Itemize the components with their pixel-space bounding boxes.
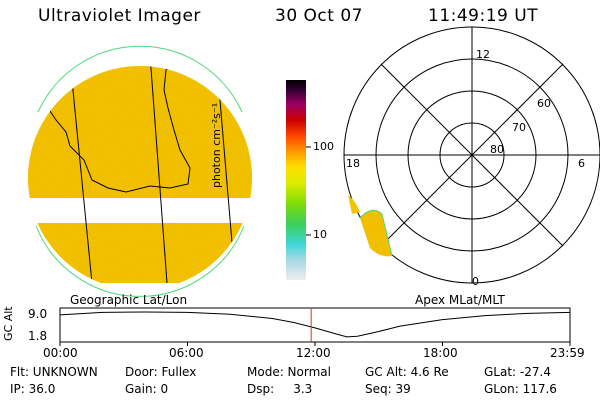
colorbar-label-100: 100: [313, 140, 334, 153]
polar-mlt-12: 12: [476, 48, 490, 61]
polar-lat-70: 70: [512, 121, 526, 134]
altitude-ylabel: GC Alt: [2, 306, 15, 341]
altitude-ytick-9: 9.0: [28, 307, 48, 321]
polar-lat-60: 60: [537, 97, 551, 110]
xtick-06: 06:00: [169, 346, 204, 360]
info-ip: IP: 36.0: [10, 382, 56, 396]
polar-lat-80: 80: [490, 143, 504, 156]
xtick-2359: 23:59: [550, 346, 585, 360]
time-label: 11:49:19 UT: [428, 6, 539, 26]
colorbar-label-10: 10: [313, 228, 327, 241]
altitude-strip-frame: [59, 307, 571, 343]
polar-auroral-image: [348, 195, 393, 257]
polar-caption: Apex MLat/MLT: [415, 293, 505, 307]
left-panel-caption: Geographic Lat/Lon: [70, 293, 188, 307]
xtick-18: 18:00: [423, 346, 458, 360]
date-label: 30 Oct 07: [275, 6, 363, 26]
info-glat: GLat: -27.4: [484, 365, 551, 379]
info-mode: Mode: Normal: [247, 365, 331, 379]
polar-mlt-6: 6: [578, 157, 585, 170]
info-flight: Flt: UNKNOWN: [10, 365, 98, 379]
info-gc-alt: GC Alt: 4.6 Re: [365, 365, 449, 379]
colorbar-axis-label: photon cm⁻²s⁻¹: [210, 102, 223, 188]
polar-grid: [343, 26, 600, 284]
xtick-00: 00:00: [43, 346, 78, 360]
altitude-ytick-1-8: 1.8: [28, 329, 48, 343]
polar-mlt-18: 18: [346, 157, 360, 170]
info-gain: Gain: 0: [125, 382, 169, 396]
altitude-curve: [59, 311, 571, 338]
info-glon: GLon: 117.6: [484, 382, 557, 396]
polar-mlt-0: 0: [472, 275, 479, 288]
info-door: Door: Fullex: [125, 365, 197, 379]
xtick-12: 12:00: [296, 346, 331, 360]
altitude-strip-xticks: [59, 342, 571, 346]
instrument-title: Ultraviolet Imager: [38, 6, 201, 26]
info-seq: Seq: 39: [365, 382, 411, 396]
colorbar: [286, 80, 306, 280]
info-dsp: Dsp: 3.3: [247, 382, 313, 396]
